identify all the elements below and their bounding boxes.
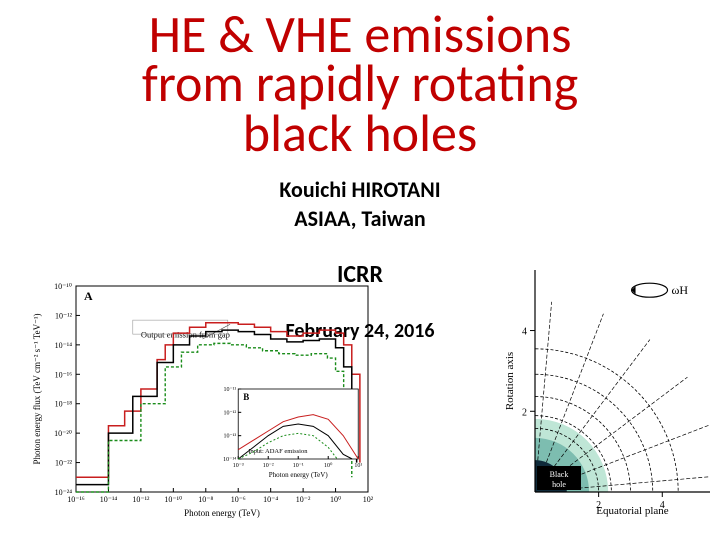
svg-text:Photon energy (TeV): Photon energy (TeV) bbox=[269, 471, 329, 479]
blackhole-diagram: 2424Equatorial planeRotation axisBlackho… bbox=[501, 260, 716, 520]
svg-text:10⁻³: 10⁻³ bbox=[233, 463, 244, 469]
svg-text:10⁻²⁰: 10⁻²⁰ bbox=[54, 429, 72, 438]
svg-text:ωH: ωH bbox=[672, 283, 689, 297]
svg-text:10⁻¹¹: 10⁻¹¹ bbox=[223, 387, 236, 393]
svg-text:10²: 10² bbox=[363, 495, 374, 504]
slide: HE & VHE emissions from rapidly rotating… bbox=[0, 0, 720, 540]
svg-text:10⁻²: 10⁻² bbox=[296, 495, 311, 504]
svg-text:10⁻⁶: 10⁻⁶ bbox=[231, 495, 246, 504]
svg-text:B: B bbox=[243, 392, 249, 402]
affiliation: ASIAA, Taiwan bbox=[0, 205, 720, 232]
svg-text:10⁻¹²: 10⁻¹² bbox=[132, 495, 150, 504]
svg-text:10⁻¹⁶: 10⁻¹⁶ bbox=[55, 370, 73, 379]
svg-text:10⁻¹: 10⁻¹ bbox=[293, 463, 304, 469]
author-name: Kouichi HIROTANI bbox=[0, 176, 720, 203]
svg-text:10⁻⁴: 10⁻⁴ bbox=[263, 495, 278, 504]
svg-text:10⁰: 10⁰ bbox=[324, 462, 333, 469]
svg-text:10⁻¹³: 10⁻¹³ bbox=[223, 434, 236, 440]
svg-text:10⁻¹⁸: 10⁻¹⁸ bbox=[55, 400, 73, 409]
svg-text:10⁻¹⁴: 10⁻¹⁴ bbox=[55, 341, 73, 350]
svg-text:10⁻²⁴: 10⁻²⁴ bbox=[55, 488, 73, 497]
svg-text:4: 4 bbox=[522, 327, 527, 338]
svg-text:10⁻¹⁰: 10⁻¹⁰ bbox=[164, 495, 182, 504]
svg-text:hole: hole bbox=[552, 480, 566, 489]
svg-text:10⁻¹²: 10⁻¹² bbox=[223, 410, 236, 416]
svg-text:Photon energy (TeV): Photon energy (TeV) bbox=[184, 508, 260, 518]
svg-text:Rotation axis: Rotation axis bbox=[504, 352, 516, 410]
svg-text:10⁻⁸: 10⁻⁸ bbox=[198, 495, 213, 504]
svg-text:10⁻²: 10⁻² bbox=[263, 463, 274, 469]
svg-text:Photon energy flux (TeV cm⁻² s: Photon energy flux (TeV cm⁻² s⁻¹ TeV⁻¹) bbox=[32, 313, 42, 464]
title-line-3: black holes bbox=[0, 109, 720, 158]
svg-text:10⁻¹⁴: 10⁻¹⁴ bbox=[223, 457, 236, 463]
svg-text:Equatorial plane: Equatorial plane bbox=[596, 505, 669, 517]
svg-text:A: A bbox=[84, 289, 93, 303]
svg-text:2: 2 bbox=[522, 407, 527, 418]
svg-text:10¹: 10¹ bbox=[354, 463, 362, 469]
spectrum-chart: 10⁻¹⁶ 10⁻¹⁴ 10⁻¹² 10⁻¹⁰ 10⁻⁸ 10⁻⁶ 10⁻⁴ 10⁻² 10⁰ 1… bbox=[28, 280, 378, 520]
svg-text:10⁻¹⁴: 10⁻¹⁴ bbox=[100, 495, 118, 504]
svg-text:10⁻¹²: 10⁻¹² bbox=[55, 311, 73, 320]
slide-title: HE & VHE emissions from rapidly rotating… bbox=[0, 0, 720, 158]
svg-text:Black: Black bbox=[550, 470, 569, 479]
svg-text:10⁰: 10⁰ bbox=[330, 495, 341, 504]
svg-text:10⁻²²: 10⁻²² bbox=[55, 459, 73, 468]
svg-text:10⁻¹⁰: 10⁻¹⁰ bbox=[54, 282, 72, 291]
